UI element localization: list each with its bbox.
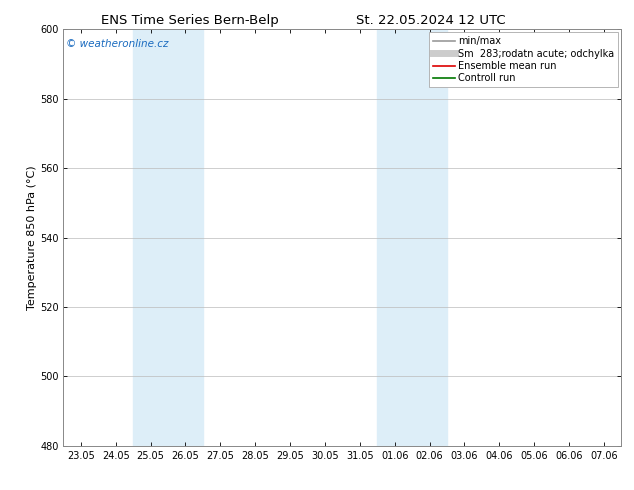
Y-axis label: Temperature 850 hPa (°C): Temperature 850 hPa (°C) <box>27 165 37 310</box>
Text: ENS Time Series Bern-Belp: ENS Time Series Bern-Belp <box>101 14 279 27</box>
Legend: min/max, Sm  283;rodatn acute; odchylka, Ensemble mean run, Controll run: min/max, Sm 283;rodatn acute; odchylka, … <box>429 32 618 87</box>
Text: St. 22.05.2024 12 UTC: St. 22.05.2024 12 UTC <box>356 14 506 27</box>
Text: © weatheronline.cz: © weatheronline.cz <box>66 39 169 49</box>
Bar <box>377 29 447 446</box>
Bar <box>133 29 203 446</box>
